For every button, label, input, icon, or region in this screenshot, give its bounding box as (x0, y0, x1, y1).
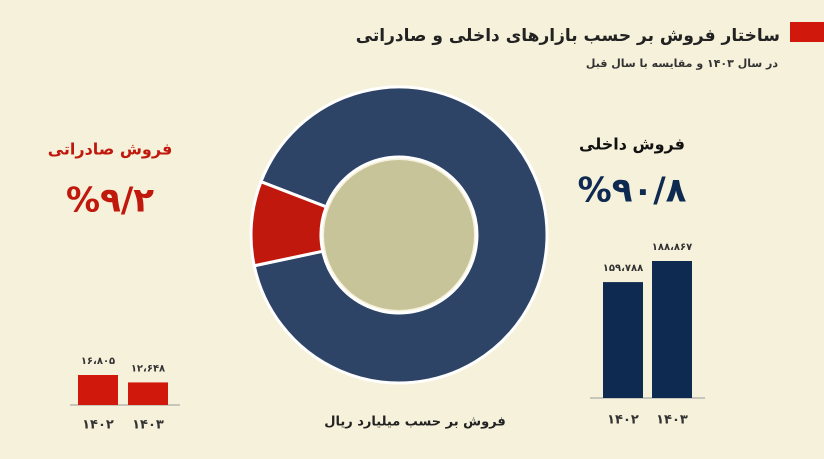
bar-value-label: ۱۶،۸۰۵ (81, 356, 115, 367)
x-tick-label: ۱۴۰۲ (82, 418, 114, 433)
bar-value-label: ۱۵۹،۷۸۸ (603, 263, 643, 274)
segment-value: %۹/۲ (66, 181, 154, 221)
segment-value: %۹۰/۸ (578, 171, 687, 211)
x-tick-label: ۱۴۰۳ (132, 418, 164, 433)
bar (603, 282, 643, 398)
donut-slice (249, 179, 329, 268)
title: ساختار فروش بر حسب بازارهای داخلی و صادر… (356, 26, 780, 46)
x-tick-label: ۱۴۰۳ (656, 413, 688, 428)
bar-value-label: ۱۲،۶۴۸ (131, 363, 165, 374)
bar (78, 375, 118, 405)
footer-note: فروش بر حسب میلیارد ریال (324, 415, 506, 430)
subtitle: در سال ۱۴۰۳ و مقایسه با سال قبل (586, 57, 778, 70)
bar-value-label: ۱۸۸،۸۶۷ (652, 242, 692, 253)
segment-label: فروش صادراتی (48, 140, 173, 159)
bar (652, 261, 692, 398)
x-tick-label: ۱۴۰۲ (607, 413, 639, 428)
bar (128, 382, 168, 405)
donut-slice (252, 85, 549, 385)
donut-center (324, 160, 474, 310)
header-marker (790, 22, 824, 42)
segment-label: فروش داخلی (579, 135, 685, 154)
